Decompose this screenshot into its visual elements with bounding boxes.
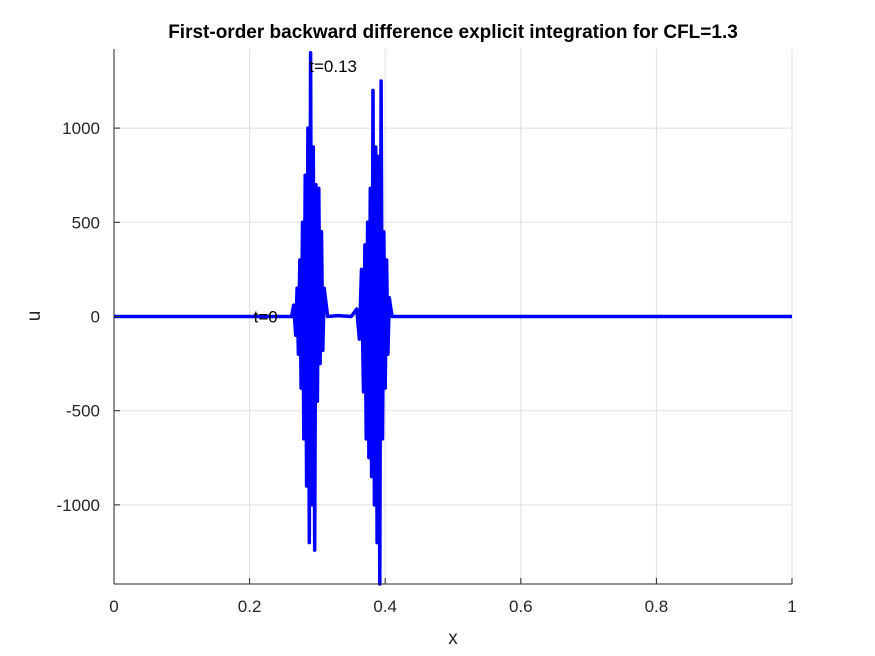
y-tick-label: -500	[66, 402, 100, 421]
y-tick-label: 500	[72, 213, 100, 232]
y-axis-label: u	[24, 311, 45, 322]
series-line-0	[114, 51, 792, 586]
chart-title: First-order backward difference explicit…	[168, 22, 738, 43]
annotation-label: t=0	[254, 308, 278, 327]
tick-labels: 0 0.2 0.4 0.6 0.8 1 -1000 -500 0 500 1000	[57, 119, 797, 616]
series-layer	[114, 51, 792, 586]
x-tick-label: 1	[787, 597, 796, 616]
x-tick-label: 0.2	[238, 597, 262, 616]
y-tick-label: 1000	[62, 119, 100, 138]
axes	[113, 49, 793, 585]
x-tick-label: 0.8	[645, 597, 669, 616]
x-tick-label: 0	[109, 597, 118, 616]
annotation-label: t=0.13	[309, 57, 357, 76]
y-tick-label: 0	[91, 308, 100, 327]
x-axis-label: x	[448, 628, 458, 649]
x-tick-label: 0.6	[509, 597, 533, 616]
y-tick-label: -1000	[57, 496, 100, 515]
annotations: t=0 t=0.13	[254, 57, 357, 327]
x-tick-label: 0.4	[373, 597, 397, 616]
